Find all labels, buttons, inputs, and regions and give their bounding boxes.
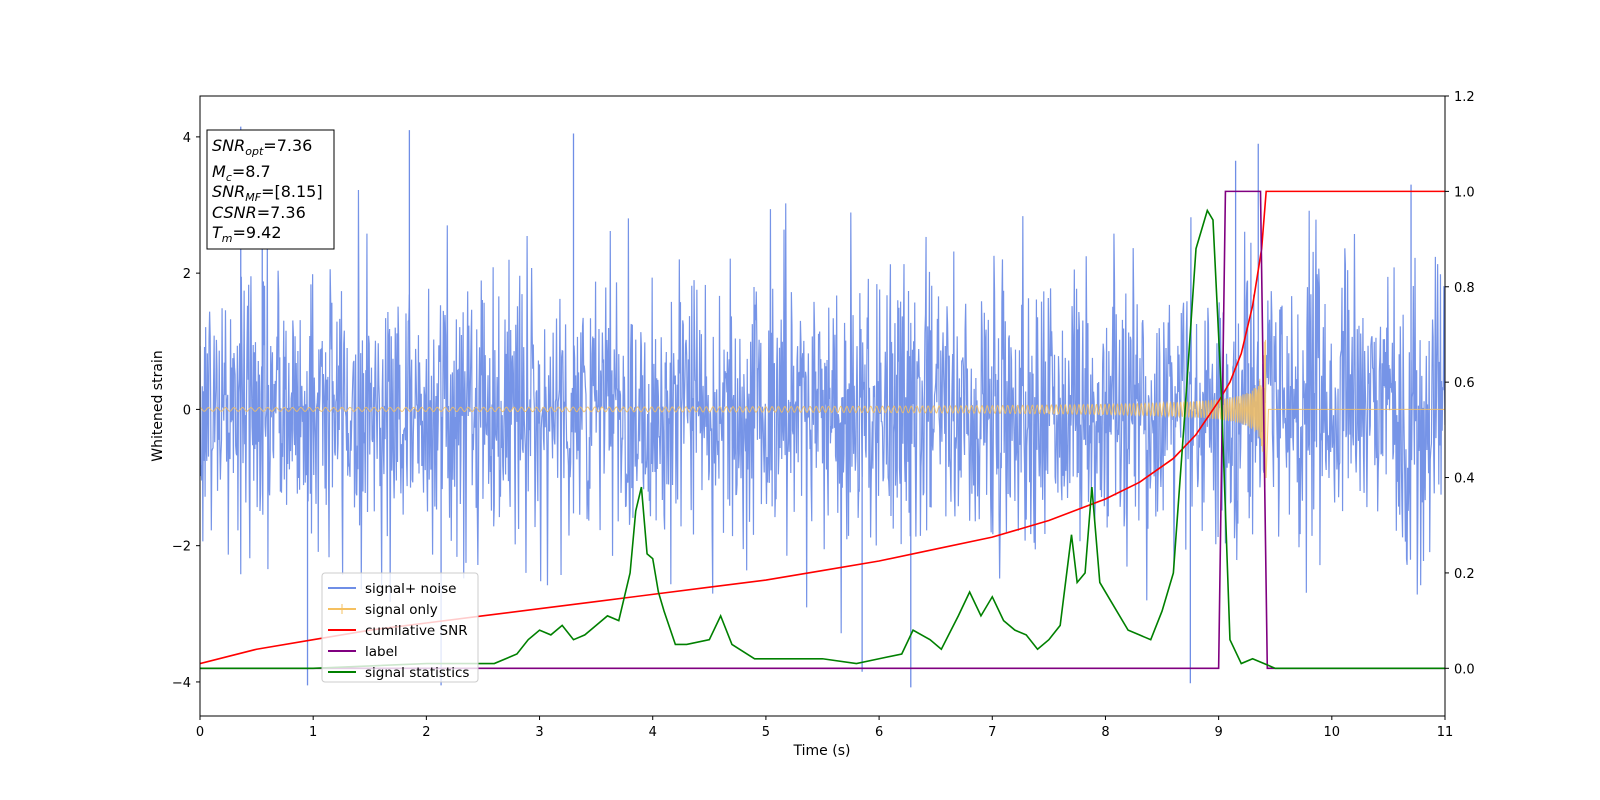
plot-area xyxy=(200,126,1445,688)
x-tick-label: 0 xyxy=(196,725,204,740)
legend: signal+ noise signal only cumilative SNR la… xyxy=(321,572,479,683)
y-axis-label: Whitened strain xyxy=(150,350,166,461)
x-tick-label: 9 xyxy=(1214,725,1222,740)
x-tick-label: 6 xyxy=(875,725,883,740)
legend-label: signal+ noise xyxy=(365,581,456,597)
legend-item: signal+ noise xyxy=(328,581,456,597)
legend-item: cumilative SNR xyxy=(328,623,468,639)
axes: 0 1 2 3 4 5 6 7 8 9 10 11 4 2 0 −2 −4 1.2 1.0 0.8 0.6 0.4 0.2 0… xyxy=(172,90,1475,740)
x-tick-label: 11 xyxy=(1437,725,1454,740)
x-tick-label: 7 xyxy=(988,725,996,740)
y2-tick-label: 0.6 xyxy=(1454,376,1475,391)
x-tick-label: 2 xyxy=(422,725,430,740)
info-box-frame xyxy=(206,129,335,250)
legend-label: label xyxy=(365,644,398,660)
y2-tick-label: 0.4 xyxy=(1454,472,1475,487)
chirp-trace xyxy=(200,339,1445,488)
legend-label: signal only xyxy=(365,602,438,618)
series-signal-only xyxy=(200,339,1445,488)
plot-frame xyxy=(199,95,1446,717)
noise-trace xyxy=(200,189,1445,634)
legend-item: signal only xyxy=(328,602,438,618)
x-tick-label: 10 xyxy=(1324,725,1341,740)
y2-tick-label: 1.0 xyxy=(1454,185,1475,200)
x-tick-label: 1 xyxy=(309,725,317,740)
series-signal-statistics xyxy=(200,208,1445,670)
y2-tick-label: 0.8 xyxy=(1454,281,1475,296)
legend-item: signal statistics xyxy=(328,665,469,681)
legend-label: signal statistics xyxy=(365,665,469,681)
info-snr-mf: SNRMF=[8.15] xyxy=(212,182,323,204)
series-signal-plus-noise xyxy=(200,126,1445,688)
y-tick-label: 4 xyxy=(183,131,191,146)
y-tick-label: −4 xyxy=(172,676,191,691)
y2-tick-label: 0.2 xyxy=(1454,567,1475,582)
y2-tick-label: 1.2 xyxy=(1454,90,1475,105)
x-tick-label: 4 xyxy=(649,725,657,740)
legend-item: label xyxy=(328,644,398,660)
info-box: SNRopt=7.36 Mc=8.7 SNRMF=[8.15] CSNR=7.3… xyxy=(206,129,335,250)
x-axis-label: Time (s) xyxy=(793,743,851,759)
info-merger-time: Tm=9.42 xyxy=(212,223,282,245)
x-tick-label: 5 xyxy=(762,725,770,740)
y-tick-label: 2 xyxy=(183,267,191,282)
info-chirp-mass: Mc=8.7 xyxy=(212,162,271,184)
info-csnr: CSNR=7.36 xyxy=(212,203,306,222)
y-tick-label: 0 xyxy=(183,403,191,418)
legend-frame xyxy=(321,572,479,683)
y-tick-label: −2 xyxy=(172,540,191,555)
legend-label: cumilative SNR xyxy=(365,623,468,639)
x-tick-label: 3 xyxy=(535,725,543,740)
y2-tick-label: 0.0 xyxy=(1454,662,1475,677)
info-snr-opt: SNRopt=7.36 xyxy=(212,136,312,158)
x-tick-label: 8 xyxy=(1101,725,1109,740)
